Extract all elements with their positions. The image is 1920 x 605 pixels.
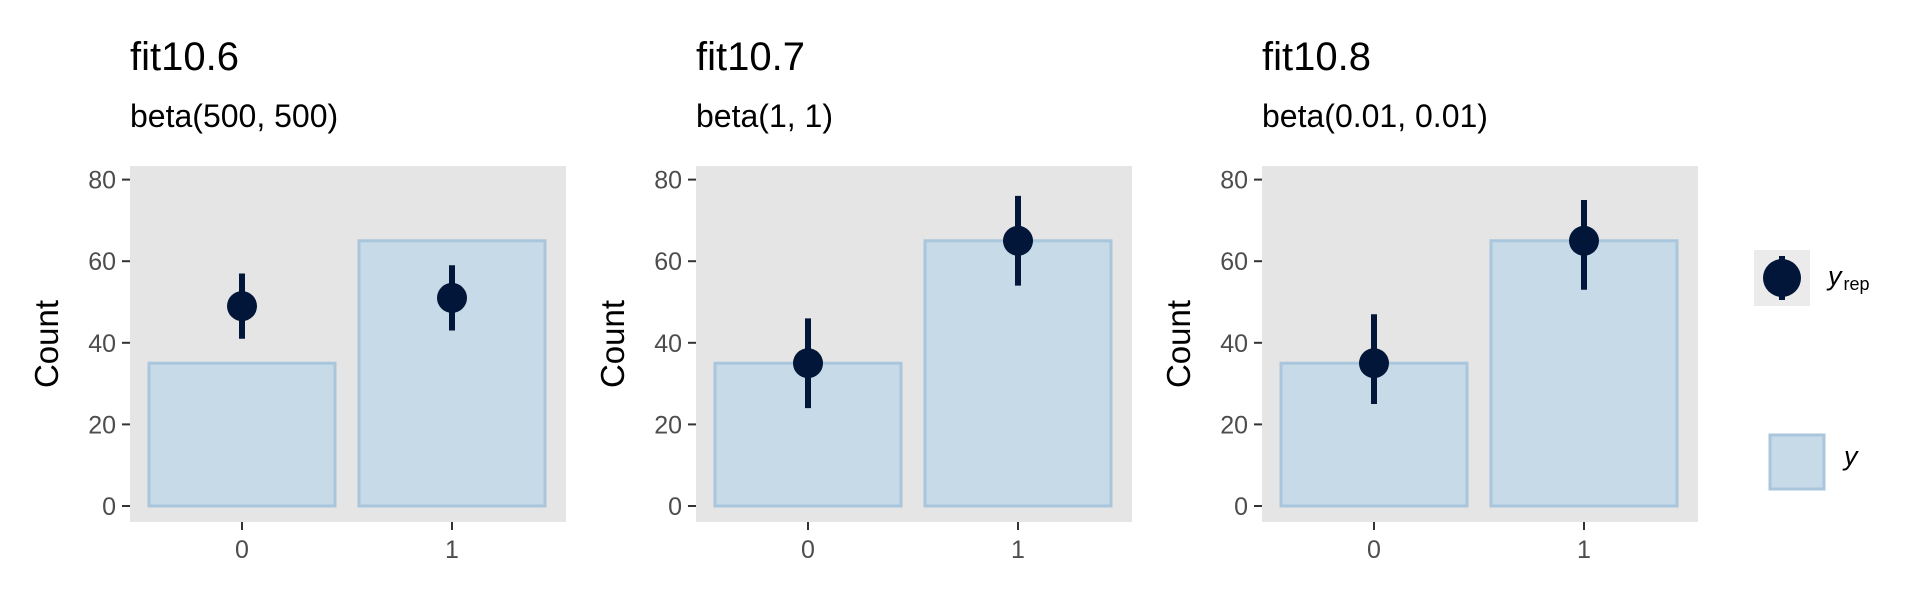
y-tick-label: 40 xyxy=(88,330,116,358)
chart-panel-1: fit10.6 beta(500, 500) 0 20 40 60 80 Count 0 1 xyxy=(28,35,566,564)
y-tick-label: 0 xyxy=(102,493,116,521)
legend-label-yrep-sub: rep xyxy=(1844,274,1870,294)
panel-title: fit10.6 xyxy=(130,35,239,79)
panel-title: fit10.8 xyxy=(1262,35,1371,79)
panel-subtitle: beta(1, 1) xyxy=(696,98,833,134)
y-tick-label: 40 xyxy=(654,330,682,358)
x-tick-label: 0 xyxy=(1367,536,1381,564)
yrep-point-0 xyxy=(227,291,257,322)
x-tick-label: 0 xyxy=(801,536,815,564)
yrep-point-1 xyxy=(1569,225,1599,256)
yrep-point-0 xyxy=(793,348,823,379)
panel-subtitle: beta(0.01, 0.01) xyxy=(1262,98,1488,134)
y-axis-title: Count xyxy=(594,300,631,388)
y-tick-label: 40 xyxy=(1220,330,1248,358)
y-tick-label: 80 xyxy=(1220,167,1248,195)
legend-key-yrep-point xyxy=(1763,259,1801,297)
yrep-point-1 xyxy=(437,282,467,313)
x-tick-label: 1 xyxy=(1577,536,1591,564)
chart-panel-2: fit10.7 beta(1, 1) 0 20 40 60 80 Count 0 1 xyxy=(594,35,1132,564)
y-axis-title: Count xyxy=(28,300,65,388)
panel-title: fit10.7 xyxy=(696,35,805,79)
legend-label-y: y xyxy=(1842,441,1859,471)
y-tick-label: 80 xyxy=(88,167,116,195)
x-tick-label: 1 xyxy=(445,536,459,564)
y-tick-label: 20 xyxy=(654,411,682,439)
legend-label-yrep: y rep xyxy=(1826,261,1870,294)
y-tick-label: 60 xyxy=(88,248,116,276)
y-axis-title: Count xyxy=(1160,300,1197,388)
panel-subtitle: beta(500, 500) xyxy=(130,98,338,134)
yrep-point-1 xyxy=(1003,225,1033,256)
y-tick-label: 60 xyxy=(1220,248,1248,276)
legend-label-yrep-main: y xyxy=(1826,261,1843,291)
x-tick-label: 1 xyxy=(1011,536,1025,564)
y-tick-label: 60 xyxy=(654,248,682,276)
legend-key-y xyxy=(1768,433,1826,491)
y-tick-label: 20 xyxy=(88,411,116,439)
yrep-point-0 xyxy=(1359,348,1389,379)
y-tick-label: 0 xyxy=(1234,493,1248,521)
x-tick-label: 0 xyxy=(235,536,249,564)
y-tick-label: 80 xyxy=(654,167,682,195)
legend: y rep y xyxy=(1754,250,1870,491)
y-tick-label: 0 xyxy=(668,493,682,521)
chart-panel-3: fit10.8 beta(0.01, 0.01) 0 20 40 60 80 Count 0 1 xyxy=(1160,35,1698,564)
y-tick-label: 20 xyxy=(1220,411,1248,439)
bar-y-0 xyxy=(147,361,337,508)
